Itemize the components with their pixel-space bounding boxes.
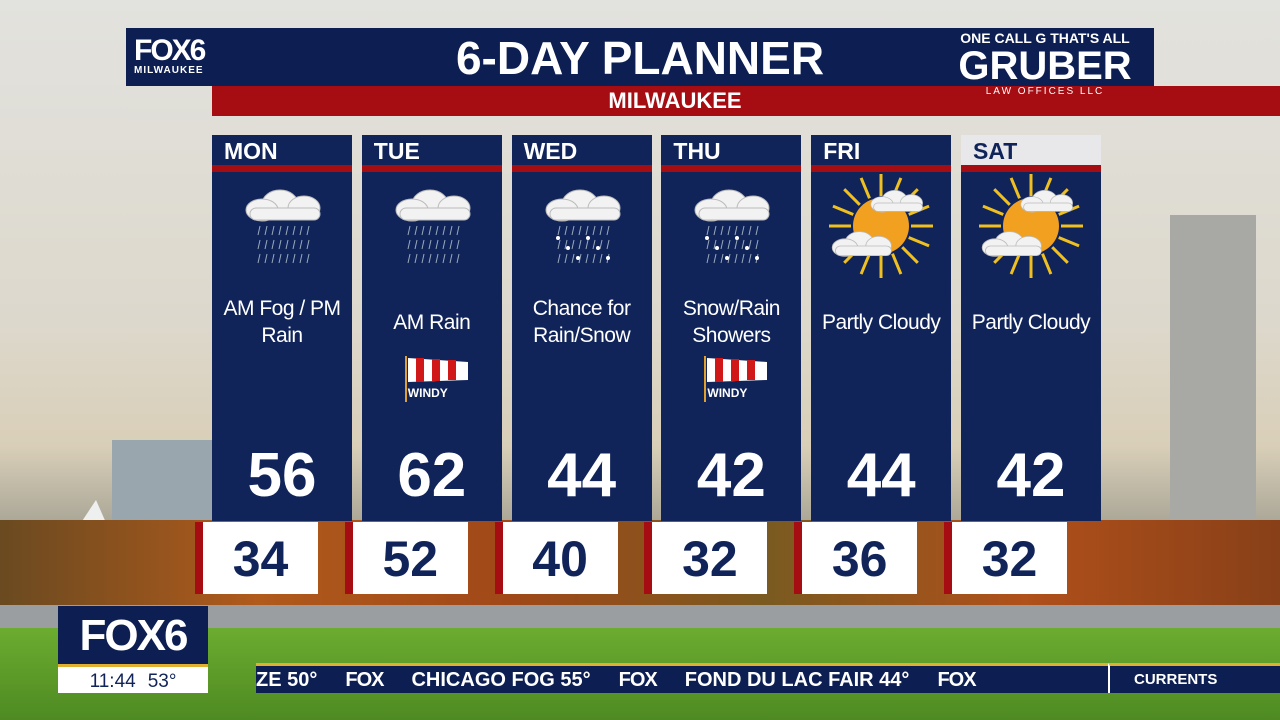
time: 11:44 bbox=[89, 671, 136, 692]
sponsor-logo: ONE CALL G THAT'S ALL GRUBER LAW OFFICES… bbox=[940, 22, 1150, 97]
fox-logo: FOX bbox=[618, 669, 658, 691]
windy-indicator bbox=[512, 352, 652, 407]
condition: AM Rain bbox=[393, 310, 471, 334]
windsock-icon bbox=[697, 352, 777, 405]
condition: Partly Cloudy bbox=[821, 310, 941, 334]
sponsor-name: GRUBER bbox=[958, 44, 1132, 88]
low-temp: 40 bbox=[494, 522, 618, 594]
logo-text: FOX6 bbox=[134, 34, 206, 67]
fox-logo: FOX bbox=[937, 669, 976, 691]
partly-cloudy-icon bbox=[811, 172, 951, 292]
fox6-bug: FOX6 bbox=[58, 606, 208, 664]
high-temp: 42 bbox=[696, 441, 766, 510]
background-tower bbox=[1170, 215, 1256, 525]
day-column-sat: SAT Partly Cloudy 42 bbox=[961, 135, 1101, 521]
day-column-mon: MON AM Fog / PM Rain 56 bbox=[212, 135, 352, 521]
condition: Partly Cloudy bbox=[971, 310, 1091, 334]
high-temp: 56 bbox=[247, 441, 317, 510]
high-temp: 42 bbox=[996, 441, 1066, 510]
day-column-wed: WED Chance for Rain/Snow 44 bbox=[511, 135, 652, 521]
title-bar bbox=[126, 28, 1154, 86]
windy-label: WINDY bbox=[407, 386, 448, 400]
day-label: WED bbox=[511, 135, 652, 172]
sponsor-sub: LAW OFFICES LLC bbox=[985, 86, 1105, 97]
day-label: THU bbox=[661, 135, 802, 172]
low-temp: 36 bbox=[794, 522, 918, 594]
clock-temp: 11:44 53° bbox=[58, 664, 208, 693]
windy-label: WINDY bbox=[707, 386, 748, 400]
fox-logo: FOX bbox=[345, 669, 384, 691]
low-temp: 34 bbox=[195, 522, 318, 594]
ticker-item: FOND DU LAC FAIR 44° bbox=[684, 669, 910, 691]
day-label: FRI bbox=[811, 135, 952, 172]
rain-cloud-icon bbox=[362, 172, 502, 292]
low-temp: 52 bbox=[344, 522, 468, 594]
high-temp: 44 bbox=[547, 441, 617, 510]
high-temp: 44 bbox=[846, 441, 916, 510]
condition: AM Fog / PM Rain bbox=[223, 297, 341, 347]
condition: Snow/Rain Showers bbox=[682, 297, 781, 347]
day-column-thu: THU Snow/Rain Showers WINDY 42 bbox=[661, 135, 802, 521]
rain-cloud-icon bbox=[212, 172, 352, 292]
low-temp: 32 bbox=[944, 522, 1067, 594]
current-temp: 53° bbox=[147, 671, 177, 692]
ticker-item: ZE 50° bbox=[256, 669, 318, 691]
logo-sub: MILWAUKEE bbox=[134, 65, 204, 76]
day-column-fri: FRI Partly Cloudy 44 bbox=[811, 135, 952, 521]
windy-indicator: WINDY bbox=[362, 352, 502, 407]
day-label: TUE bbox=[361, 135, 502, 172]
ticker-section: CURRENTS bbox=[1108, 663, 1280, 693]
sponsor-tagline: ONE CALL G THAT'S ALL bbox=[960, 30, 1130, 46]
windy-indicator bbox=[961, 352, 1101, 407]
ticker-item: CHICAGO FOG 55° bbox=[411, 669, 591, 691]
windy-indicator: WINDY bbox=[661, 352, 801, 407]
windsock-icon bbox=[398, 352, 478, 405]
rain-snow-cloud-icon bbox=[661, 172, 801, 292]
windy-indicator bbox=[811, 352, 951, 407]
windy-indicator bbox=[212, 352, 352, 407]
location-label: MILWAUKEE bbox=[212, 86, 1280, 116]
low-temp: 32 bbox=[644, 522, 768, 594]
day-label: SAT bbox=[961, 135, 1101, 172]
fox6-logo: FOX6 MILWAUKEE bbox=[134, 34, 206, 76]
high-temp: 62 bbox=[397, 441, 467, 510]
condition: Chance for Rain/Snow bbox=[532, 297, 631, 347]
page-title: 6-DAY PLANNER bbox=[455, 32, 825, 84]
day-column-tue: TUE AM Rain WINDY 62 bbox=[361, 135, 502, 521]
rain-snow-cloud-icon bbox=[512, 172, 652, 292]
day-label: MON bbox=[212, 135, 352, 172]
partly-cloudy-icon bbox=[961, 172, 1101, 292]
